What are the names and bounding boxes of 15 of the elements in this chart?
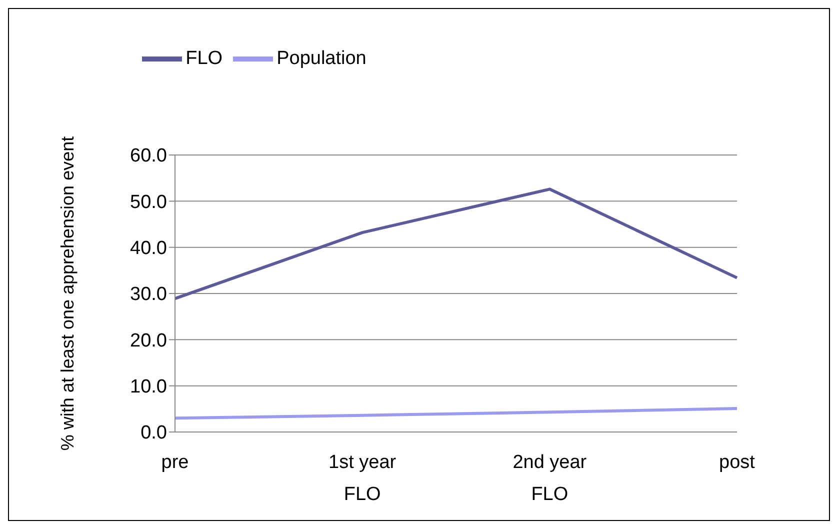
- y-axis-title: % with at least one apprehension event: [57, 136, 78, 451]
- x-tick-label: pre: [161, 452, 189, 473]
- y-tick-label: 50.0: [130, 192, 167, 213]
- legend-label: Population: [276, 48, 366, 70]
- x-tick-label: post: [719, 452, 756, 473]
- x-tick-label: 2nd year FLO: [512, 452, 588, 505]
- y-tick-label: 10.0: [130, 376, 167, 398]
- legend-label: FLO: [186, 48, 223, 70]
- y-tick-label: 30.0: [130, 284, 167, 306]
- line-series: [174, 406, 738, 420]
- y-tick-label: 40.0: [130, 238, 167, 260]
- x-tick-label: 1st year FLO: [328, 452, 397, 505]
- y-tick-label: 0.0: [140, 422, 167, 444]
- y-tick-label: 20.0: [130, 330, 167, 352]
- y-tick-label: 60.0: [130, 146, 167, 167]
